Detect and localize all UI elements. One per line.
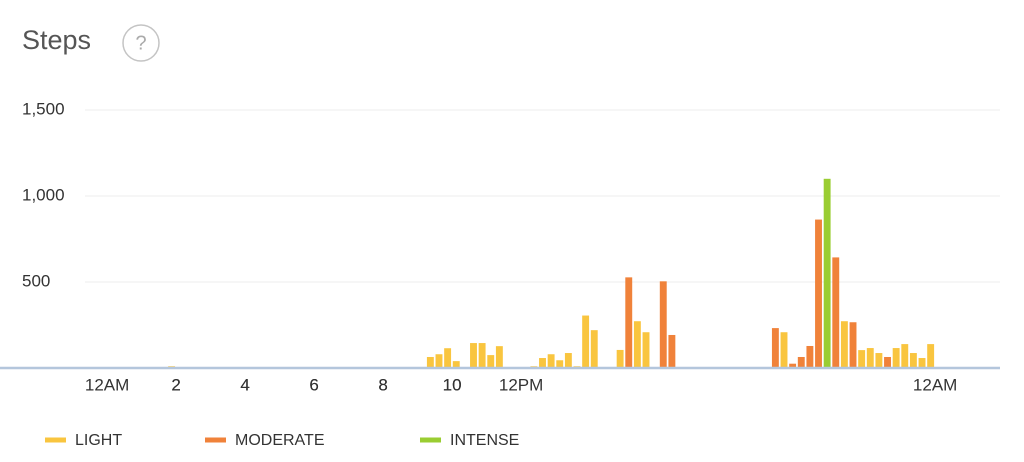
bar bbox=[590, 330, 598, 368]
bar bbox=[470, 343, 477, 368]
y-tick-label: 1,500 bbox=[22, 99, 65, 118]
bar bbox=[556, 360, 564, 368]
bar bbox=[487, 355, 495, 368]
legend-label: MODERATE bbox=[235, 432, 324, 449]
bar bbox=[884, 356, 891, 368]
bar bbox=[642, 332, 650, 368]
bar bbox=[478, 343, 486, 368]
bar bbox=[909, 353, 917, 368]
bar bbox=[789, 363, 797, 368]
x-tick-label: 10 bbox=[443, 375, 462, 394]
bar bbox=[780, 332, 788, 368]
bar bbox=[452, 361, 460, 368]
bar bbox=[633, 321, 641, 368]
y-tick-label: 1,000 bbox=[22, 185, 65, 204]
x-tick-label: 12AM bbox=[85, 375, 129, 394]
bar bbox=[616, 349, 624, 368]
x-tick-label: 8 bbox=[378, 375, 387, 394]
bar bbox=[840, 321, 848, 368]
bar bbox=[668, 334, 676, 368]
help-icon[interactable]: ? bbox=[135, 32, 146, 54]
bar bbox=[927, 344, 935, 368]
x-tick-label: 2 bbox=[171, 375, 180, 394]
bar bbox=[547, 354, 555, 368]
bar bbox=[849, 322, 857, 368]
bar bbox=[539, 358, 546, 368]
bar bbox=[901, 344, 909, 368]
chart-title: Steps bbox=[22, 25, 91, 55]
bar bbox=[815, 219, 822, 368]
x-tick-label: 2 bbox=[171, 375, 180, 394]
bar bbox=[771, 328, 779, 368]
bar bbox=[892, 348, 900, 368]
bar bbox=[866, 348, 874, 368]
bar bbox=[918, 358, 926, 368]
y-tick-label: 500 bbox=[22, 271, 50, 290]
bar bbox=[564, 353, 572, 368]
x-tick-label: 4 bbox=[240, 375, 249, 394]
bar bbox=[823, 178, 831, 368]
bar bbox=[435, 354, 443, 368]
x-tick-label: 8 bbox=[378, 375, 387, 394]
bar bbox=[582, 315, 590, 368]
x-tick-label: 10 bbox=[443, 375, 462, 394]
legend-label: LIGHT bbox=[75, 432, 122, 449]
bar bbox=[797, 356, 805, 368]
bar bbox=[875, 353, 883, 368]
x-tick-label: 12AM bbox=[913, 375, 957, 394]
bar bbox=[495, 346, 503, 368]
bar bbox=[858, 350, 866, 368]
help-icon-circle[interactable] bbox=[122, 24, 160, 62]
x-tick-label: 4 bbox=[240, 375, 249, 394]
bar bbox=[832, 257, 840, 368]
x-tick-label: 6 bbox=[309, 375, 318, 394]
legend-label: INTENSE bbox=[450, 432, 519, 449]
bar bbox=[659, 281, 667, 368]
x-tick-label: 12PM bbox=[499, 375, 543, 394]
bar bbox=[444, 348, 452, 368]
bar bbox=[426, 356, 434, 368]
bar bbox=[806, 345, 814, 368]
x-tick-label: 6 bbox=[309, 375, 318, 394]
bar bbox=[625, 277, 633, 368]
